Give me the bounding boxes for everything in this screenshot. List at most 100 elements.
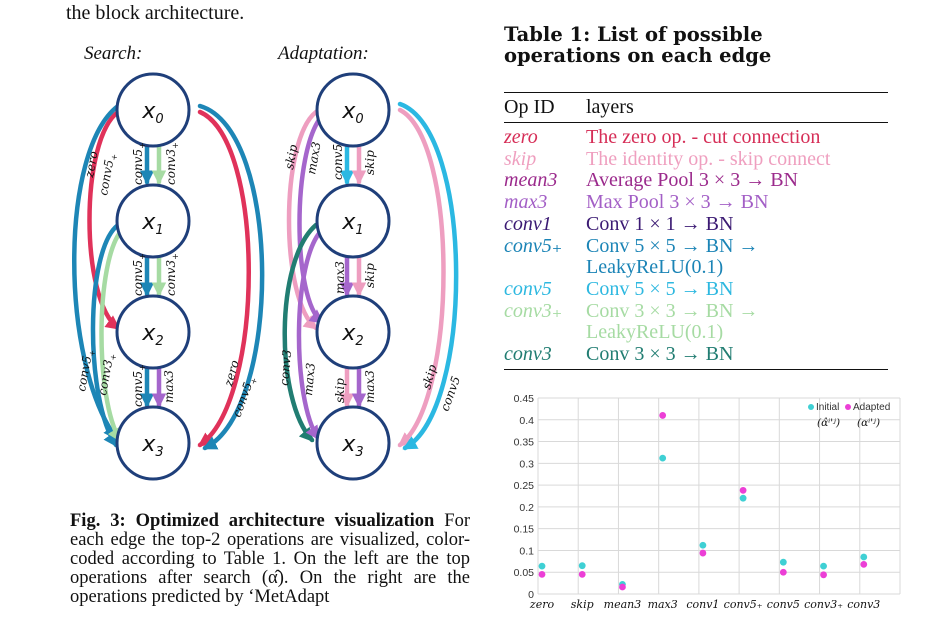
body-text-fragment: the block architecture. xyxy=(66,2,245,24)
x-tick-label: mean3 xyxy=(604,598,642,611)
chart-legend: Initial Adapted (α̂ⁱ'ʲ) (αⁱ'ʲ) xyxy=(808,402,890,429)
search-label: Search: xyxy=(84,43,143,64)
adapt-node-x1 xyxy=(315,183,391,259)
y-tick-label: 0 xyxy=(528,589,534,601)
legend-marker-initial xyxy=(808,404,814,410)
adapt-edge-skip-0-2 xyxy=(286,109,319,331)
op-layers: Conv 3 × 3 → BN → xyxy=(586,299,759,322)
adapted-point xyxy=(699,549,707,557)
adapt-edge-max3-0-2 xyxy=(297,113,325,325)
y-tick-label: 0.25 xyxy=(514,480,535,492)
edge-label: skip xyxy=(363,263,377,288)
legend-sub-adapted: (αⁱ'ʲ) xyxy=(857,417,880,429)
adapt-edge-conv5-0-3 xyxy=(397,101,459,451)
op-id: max3 xyxy=(504,191,548,214)
node-label: x1 xyxy=(141,210,163,238)
op-id: skip xyxy=(504,147,537,170)
adapt-edge-skip-0-3 xyxy=(397,107,446,448)
search-edge-conv5p-1-3 xyxy=(90,222,121,448)
op-layers: The identity op. - skip connect xyxy=(586,147,831,170)
adapt-node-x3 xyxy=(315,405,391,481)
table-row: conv5 Conv 5 × 5 → BN xyxy=(504,277,888,301)
search-edge-conv5p-0-3-right xyxy=(197,103,265,451)
edge-label: max3 xyxy=(333,261,347,294)
edge-label: skip xyxy=(363,150,377,175)
table-body: zero The zero op. - cut connection skip The… xyxy=(504,123,888,366)
op-layers: Max Pool 3 × 3 → BN xyxy=(586,191,769,214)
edge-label: conv3+ xyxy=(164,253,180,296)
x-tick-label: conv5₊ xyxy=(724,598,763,611)
y-tick-label: 0.05 xyxy=(514,567,535,579)
edge-label: max3 xyxy=(301,362,318,396)
adapt-node-x2 xyxy=(315,294,391,370)
edge-label: max3 xyxy=(363,370,377,403)
edge-label: zero xyxy=(82,150,101,179)
edge-label: conv5 xyxy=(331,144,345,180)
initial-point xyxy=(860,553,868,561)
y-tick-label: 0.45 xyxy=(514,393,535,405)
caption-bold: Fig. 3: Optimized architecture visualiza… xyxy=(70,511,435,531)
op-id: mean3 xyxy=(504,169,558,192)
initial-point xyxy=(820,562,827,570)
x-tick-label: conv1 xyxy=(686,598,719,611)
op-id xyxy=(504,322,586,344)
legend-label-initial: Initial xyxy=(816,402,839,413)
initial-point xyxy=(699,541,707,549)
op-id: conv3₊ xyxy=(504,299,563,322)
table-row: LeakyReLU(0.1) xyxy=(504,257,888,279)
adapt-edge-conv3-1-3 xyxy=(282,222,319,443)
x-tick-label: conv3₊ xyxy=(804,598,843,611)
op-layers: LeakyReLU(0.1) xyxy=(586,321,724,344)
x-tick-label: max3 xyxy=(648,598,678,611)
edge-label: conv5+ xyxy=(131,142,147,185)
edge-label: conv3 xyxy=(277,349,294,387)
edge-label: max3 xyxy=(162,370,176,403)
adapt-node-x0 xyxy=(315,72,391,148)
table-row: zero The zero op. - cut connection xyxy=(504,126,888,149)
op-id: conv5 xyxy=(504,277,552,300)
search-node-x1 xyxy=(115,183,191,259)
search-edge-zero-0-3 xyxy=(197,109,251,448)
edge-label: conv5+ xyxy=(96,152,119,197)
edge-label: zero xyxy=(221,359,242,389)
search-edge-conv5p-0-3 xyxy=(72,103,121,441)
search-node-x0 xyxy=(115,72,191,148)
table-row: max3 Max Pool 3 × 3 → BN xyxy=(504,191,888,214)
node-label: x2 xyxy=(341,321,363,349)
y-tick-label: 0.4 xyxy=(519,415,534,427)
edge-label: conv5+ xyxy=(74,348,97,393)
legend-label-adapted: Adapted xyxy=(853,402,890,413)
op-id: zero xyxy=(504,126,538,148)
adapted-point xyxy=(619,583,626,591)
chart-points xyxy=(538,412,868,591)
adapted-point xyxy=(538,571,546,578)
edge-label: conv5+ xyxy=(131,253,147,296)
header-op-id: Op ID xyxy=(504,96,555,118)
chart-x-ticks: zero skip mean3 max3 conv1 conv5₊ conv5 conv3₊ c… xyxy=(529,598,880,611)
initial-point xyxy=(659,454,667,462)
architecture-diagram: x0 x1 x2 x3 x0 x1 x2 x3 zero conv5+ conv… xyxy=(72,72,463,481)
search-edge-conv3p-1-3 xyxy=(99,227,125,443)
op-layers: Average Pool 3 × 3 → BN xyxy=(586,169,798,192)
adapt-edge-max3-1-3 xyxy=(296,227,325,441)
operations-table: Op ID layers zero The zero op. - cut conn… xyxy=(504,92,888,370)
table-row: conv3 Conv 3 × 3 → BN xyxy=(504,343,888,366)
op-layers: Conv 1 × 1 → BN xyxy=(586,212,734,235)
edge-label: max3 xyxy=(304,140,324,175)
op-layers: The zero op. - cut connection xyxy=(586,126,821,148)
x-tick-label: conv5 xyxy=(767,598,800,611)
edge-label: conv5+ xyxy=(131,364,147,407)
search-node-x2 xyxy=(115,294,191,370)
search-edge-zero-0-2 xyxy=(87,109,121,331)
node-label: x0 xyxy=(141,99,163,127)
op-id xyxy=(504,257,586,279)
adapted-point xyxy=(578,571,586,578)
table-row: mean3 Average Pool 3 × 3 → BN xyxy=(504,170,888,192)
y-tick-label: 0.15 xyxy=(514,524,535,536)
legend-marker-adapted xyxy=(845,404,851,410)
table-row: LeakyReLU(0.1) xyxy=(504,322,888,344)
adapted-point xyxy=(779,568,787,576)
table-mid-rule xyxy=(504,122,888,123)
op-id: conv5₊ xyxy=(504,234,563,257)
adaptation-label: Adaptation: xyxy=(278,43,369,64)
